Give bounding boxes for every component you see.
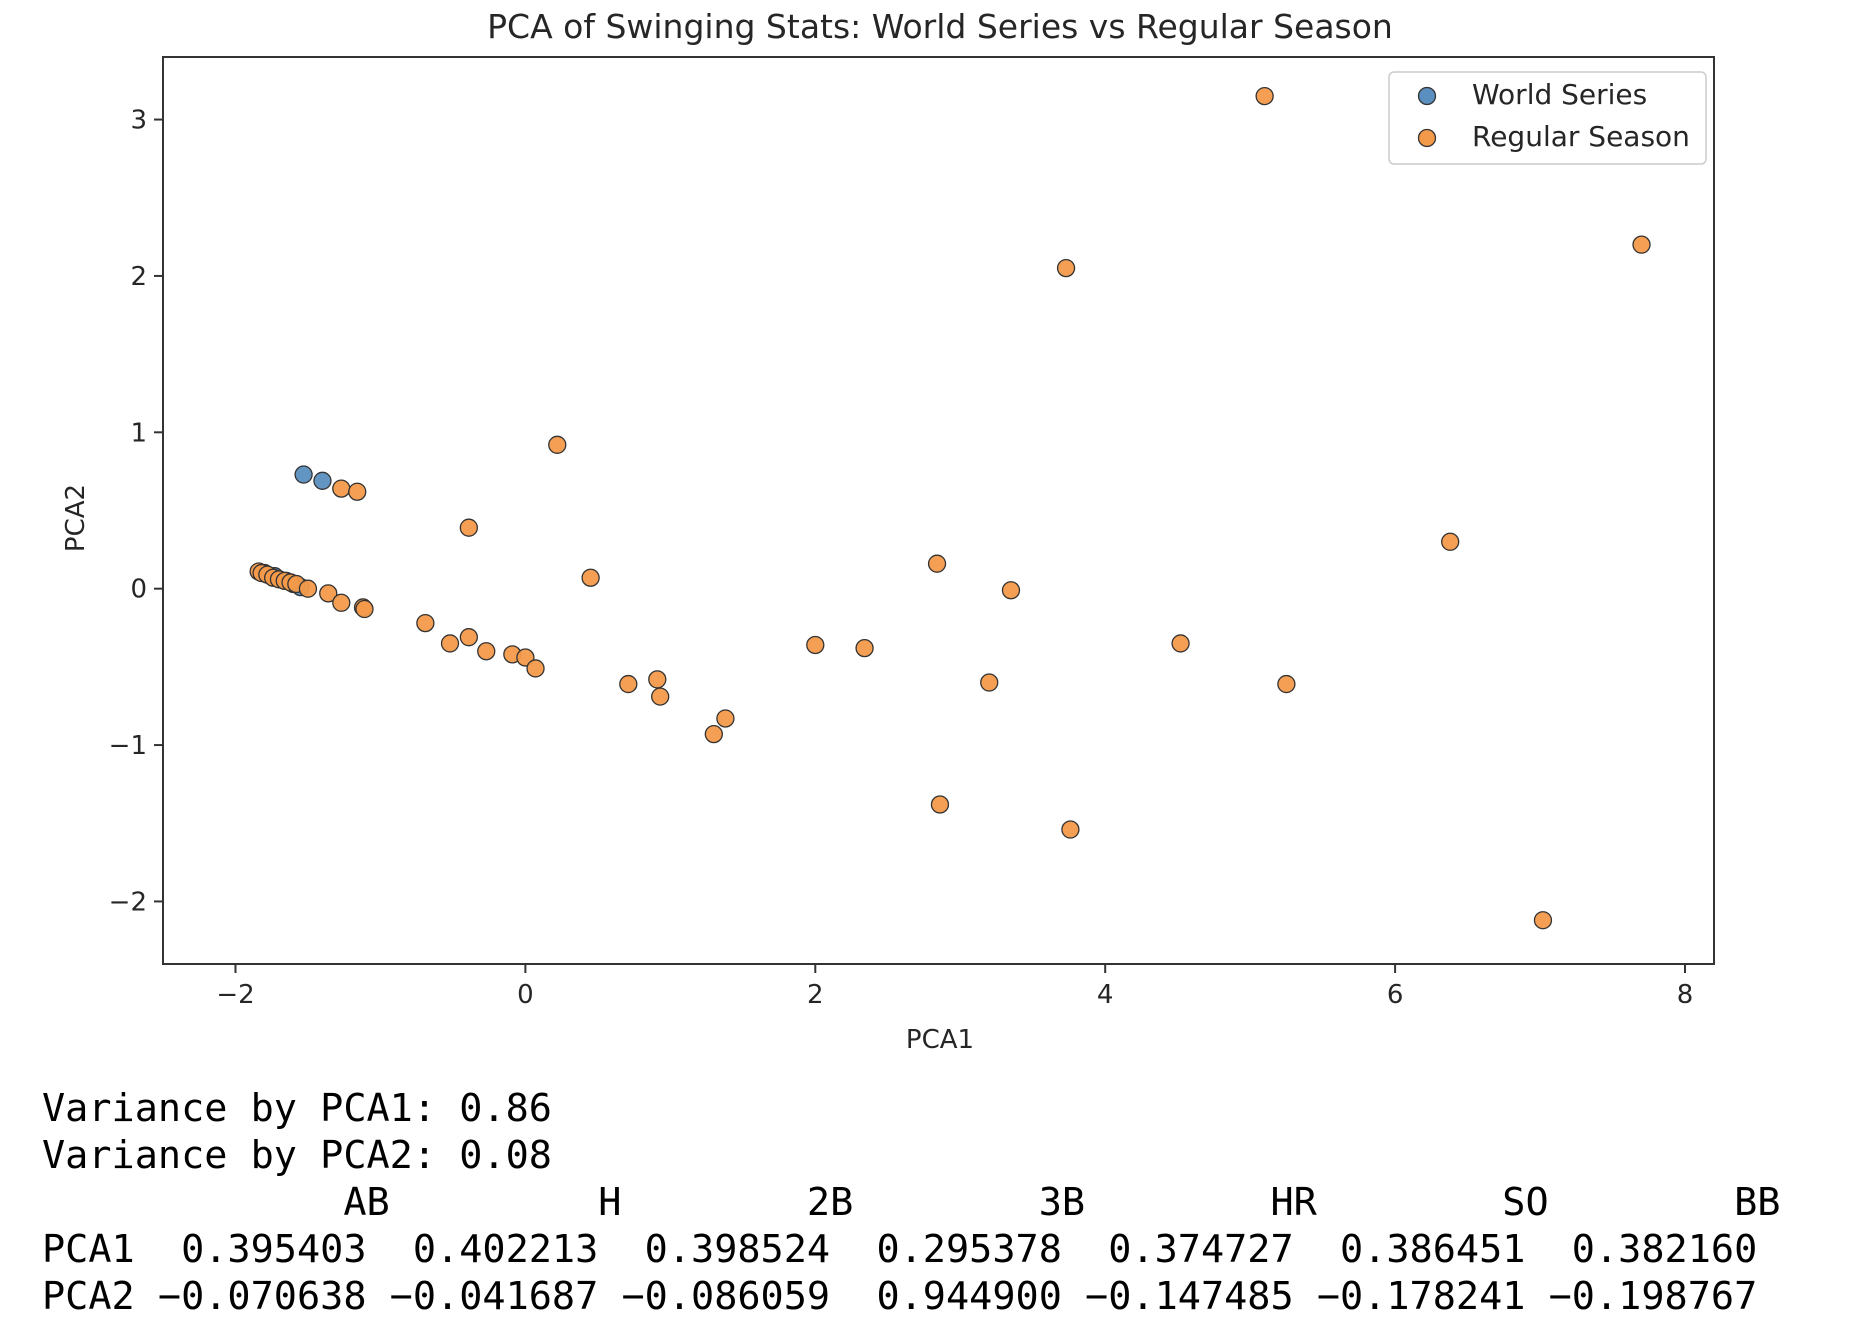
regular-season-point [980, 673, 999, 692]
regular-season-point [855, 638, 874, 658]
regular-season-point [581, 568, 600, 587]
regular-season-point [1001, 581, 1021, 600]
x-tick-label: 6 [1387, 980, 1404, 1010]
regular-season-point [332, 593, 351, 612]
regular-season-point [1171, 634, 1190, 653]
regular-season-point [619, 674, 638, 694]
regular-season-point [930, 795, 950, 814]
chart-legend: World Series Regular Season [1388, 71, 1707, 165]
variance-pca1-line: Variance by PCA1: 0.86 [42, 1086, 552, 1131]
regular-season-point [927, 554, 947, 573]
regular-season-point [648, 670, 667, 689]
regular-season-point [526, 659, 545, 678]
regular-season-point [440, 634, 460, 653]
x-tick-label: 4 [1097, 980, 1114, 1010]
x-tick-label: 0 [517, 980, 534, 1010]
legend-label-world-series: World Series [1472, 78, 1647, 111]
world-series-point [294, 465, 313, 484]
world-series-point [313, 471, 332, 490]
x-tick-label: 8 [1677, 980, 1694, 1010]
y-tick-label: 1 [130, 418, 147, 448]
loadings-header-row: AB H 2B 3B HR SO BB [42, 1180, 1781, 1225]
x-tick-label: 2 [807, 980, 824, 1010]
regular-season-point [716, 709, 735, 728]
x-axis-label: PCA1 [906, 1025, 974, 1055]
plot-area-frame [162, 56, 1715, 965]
chart-title: PCA of Swinging Stats: World Series vs R… [487, 7, 1393, 46]
variance-pca2-line: Variance by PCA2: 0.08 [42, 1133, 552, 1178]
regular-season-point [1277, 674, 1296, 694]
y-tick-label: 3 [130, 106, 147, 136]
loadings-row-pca2: PCA2 −0.070638 −0.041687 −0.086059 0.944… [42, 1274, 1758, 1319]
regular-season-point [332, 479, 351, 498]
legend-marker-world-series [1417, 86, 1437, 106]
loadings-row-pca1: PCA1 0.395403 0.402213 0.398524 0.295378… [42, 1227, 1758, 1272]
pca-scatter-chart: PCA of Swinging Stats: World Series vs R… [61, 7, 1715, 1055]
regular-season-point [1632, 235, 1651, 254]
regular-season-point [1056, 258, 1076, 278]
regular-season-point [1061, 820, 1080, 839]
regular-season-point [348, 482, 367, 501]
regular-season-point [806, 635, 825, 655]
regular-season-point [319, 584, 338, 603]
regular-season-point [651, 687, 670, 706]
legend-marker-regular-season [1417, 128, 1437, 148]
regular-season-point [1533, 911, 1553, 930]
regular-season-point [1255, 86, 1274, 106]
y-tick-label: 2 [130, 262, 147, 292]
y-tick-label: 0 [130, 575, 147, 605]
regular-season-point [416, 613, 435, 633]
y-tick-label: −1 [109, 731, 147, 761]
regular-season-point [477, 642, 496, 661]
legend-label-regular-season: Regular Season [1472, 120, 1690, 153]
regular-season-point [1441, 532, 1460, 551]
regular-season-point [298, 579, 318, 598]
regular-season-point [459, 628, 479, 647]
legend-box [1388, 71, 1707, 165]
regular-season-point [704, 724, 723, 744]
regular-season-point [355, 599, 374, 619]
y-axis-label: PCA2 [61, 484, 91, 552]
regular-season-point [459, 518, 479, 537]
console-output: Variance by PCA1: 0.86 Variance by PCA2: … [42, 1085, 1780, 1320]
y-tick-label: −2 [109, 887, 147, 917]
x-tick-label: −2 [216, 980, 254, 1010]
regular-season-point [548, 435, 567, 454]
